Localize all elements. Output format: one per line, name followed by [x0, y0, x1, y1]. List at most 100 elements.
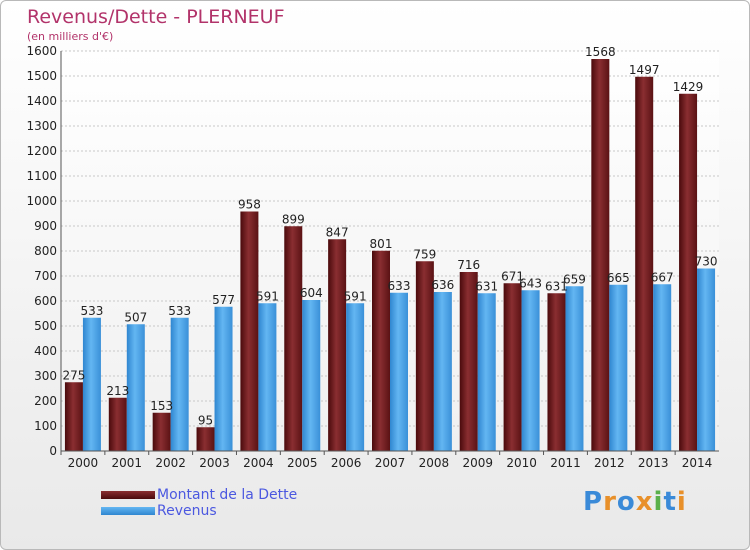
- bar-revenus: [521, 290, 540, 451]
- legend-item-revenus: Revenus: [101, 503, 297, 519]
- bar-revenus: [697, 268, 716, 451]
- x-tick-label: 2014: [682, 456, 713, 470]
- data-label-dette: 958: [238, 198, 261, 212]
- logo-letter: P: [583, 487, 604, 517]
- data-label-revenus: 665: [607, 271, 630, 285]
- x-tick-label: 2012: [594, 456, 625, 470]
- bar-dette: [64, 382, 83, 451]
- x-tick-label: 2002: [155, 456, 186, 470]
- bar-revenus: [258, 303, 277, 451]
- chart-title: Revenus/Dette - PLERNEUF: [27, 6, 285, 28]
- y-tick-label: 1300: [26, 119, 57, 133]
- bar-dette: [547, 293, 566, 451]
- data-label-revenus: 730: [695, 255, 718, 269]
- y-tick-label: 1100: [26, 169, 57, 183]
- bar-revenus: [346, 303, 365, 451]
- y-tick-label: 200: [34, 394, 57, 408]
- y-tick-label: 1200: [26, 144, 57, 158]
- x-tick-label: 2000: [68, 456, 99, 470]
- data-label-revenus: 591: [344, 289, 367, 303]
- logo-letter: i: [676, 487, 687, 517]
- legend-item-dette: Montant de la Dette: [101, 487, 297, 503]
- legend-label-dette: Montant de la Dette: [157, 487, 298, 503]
- x-tick-label: 2008: [419, 456, 450, 470]
- legend-swatch-revenus: [101, 507, 155, 515]
- bar-dette: [240, 211, 259, 451]
- bar-revenus: [302, 300, 321, 451]
- data-label-revenus: 577: [212, 293, 235, 307]
- legend-label-revenus: Revenus: [157, 503, 217, 519]
- bar-dette: [459, 272, 478, 451]
- bar-revenus: [433, 292, 452, 451]
- bar-revenus: [126, 324, 145, 451]
- x-tick-label: 2006: [331, 456, 362, 470]
- x-tick-label: 2010: [506, 456, 537, 470]
- y-tick-label: 0: [49, 444, 57, 458]
- data-label-dette: 759: [413, 247, 436, 261]
- x-tick-label: 2003: [199, 456, 230, 470]
- legend-swatch-dette: [101, 491, 155, 499]
- y-tick-label: 1600: [26, 44, 57, 58]
- data-label-revenus: 591: [256, 289, 279, 303]
- y-tick-label: 1500: [26, 69, 57, 83]
- y-tick-label: 100: [34, 419, 57, 433]
- data-label-dette: 671: [501, 269, 524, 283]
- logo-letter: o: [616, 487, 636, 517]
- bar-revenus: [609, 284, 628, 451]
- bar-dette: [284, 226, 303, 451]
- data-label-revenus: 633: [388, 279, 411, 293]
- logo-letter: t: [663, 487, 677, 517]
- legend: Montant de la Dette Revenus: [101, 487, 297, 519]
- y-tick-label: 400: [34, 344, 57, 358]
- x-tick-label: 2004: [243, 456, 274, 470]
- y-tick-label: 700: [34, 269, 57, 283]
- x-tick-label: 2011: [550, 456, 581, 470]
- bar-revenus: [390, 292, 408, 451]
- x-tick-label: 2007: [375, 456, 406, 470]
- bar-dette: [591, 59, 610, 451]
- data-label-dette: 1429: [673, 80, 704, 94]
- data-label-revenus: 533: [80, 304, 103, 318]
- x-tick-label: 2013: [638, 456, 669, 470]
- logo-letter: r: [603, 487, 617, 517]
- bar-revenus: [653, 284, 672, 451]
- bar-revenus: [477, 293, 496, 451]
- y-tick-label: 800: [34, 244, 57, 258]
- bar-dette: [415, 261, 434, 451]
- bar-dette: [196, 427, 215, 451]
- chart-subtitle: (en milliers d'€): [27, 30, 114, 43]
- logo-letter: x: [635, 487, 654, 517]
- x-tick-label: 2005: [287, 456, 318, 470]
- data-label-dette: 847: [326, 225, 349, 239]
- data-label-dette: 213: [106, 384, 129, 398]
- data-label-revenus: 507: [124, 310, 147, 324]
- data-label-dette: 1497: [629, 63, 660, 77]
- bar-dette: [372, 250, 390, 451]
- data-label-revenus: 604: [300, 286, 323, 300]
- y-tick-label: 1000: [26, 194, 57, 208]
- y-tick-label: 600: [34, 294, 57, 308]
- data-label-revenus: 631: [475, 279, 498, 293]
- bar-revenus: [170, 317, 189, 451]
- proxiti-logo: Proxiti: [583, 487, 687, 517]
- data-label-dette: 801: [370, 237, 393, 251]
- data-label-revenus: 636: [431, 278, 454, 292]
- x-tick-label: 2009: [462, 456, 493, 470]
- y-tick-label: 300: [34, 369, 57, 383]
- data-label-dette: 899: [282, 212, 305, 226]
- bar-revenus: [565, 286, 584, 451]
- x-tick-label: 2001: [112, 456, 143, 470]
- bar-dette: [635, 76, 654, 451]
- bar-dette: [503, 283, 522, 451]
- y-tick-label: 500: [34, 319, 57, 333]
- data-label-revenus: 643: [519, 276, 542, 290]
- data-label-revenus: 659: [563, 272, 586, 286]
- data-label-dette: 275: [62, 368, 85, 382]
- bar-revenus: [214, 306, 233, 451]
- bar-dette: [679, 93, 698, 451]
- data-label-revenus: 533: [168, 304, 191, 318]
- y-tick-label: 1400: [26, 94, 57, 108]
- data-label-dette: 95: [198, 413, 213, 427]
- data-label-dette: 1568: [585, 45, 616, 59]
